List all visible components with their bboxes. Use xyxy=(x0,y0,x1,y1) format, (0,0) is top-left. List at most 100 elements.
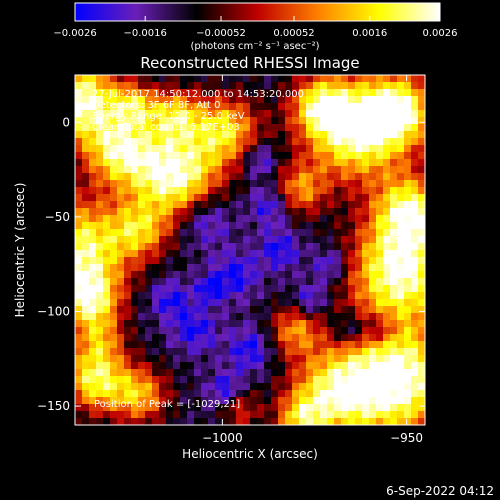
heatmap-cell xyxy=(180,159,188,167)
heatmap-cell xyxy=(355,96,363,104)
heatmap-cell xyxy=(411,418,419,425)
heatmap-cell xyxy=(369,194,377,202)
heatmap-cell xyxy=(390,117,398,125)
heatmap-cell xyxy=(103,173,111,181)
heatmap-cell xyxy=(264,243,272,251)
heatmap-cell xyxy=(131,173,139,181)
heatmap-cell xyxy=(418,124,425,132)
heatmap-cell xyxy=(173,418,181,425)
heatmap-cell xyxy=(250,124,258,132)
heatmap-cell xyxy=(299,82,307,90)
heatmap-cell xyxy=(173,229,181,237)
heatmap-cell xyxy=(215,257,223,265)
heatmap-cell xyxy=(75,138,83,146)
heatmap-cell xyxy=(152,271,160,279)
heatmap-cell xyxy=(313,82,321,90)
heatmap-cell xyxy=(222,229,230,237)
heatmap-cell xyxy=(334,201,342,209)
heatmap-cell xyxy=(418,89,425,97)
heatmap-cell xyxy=(348,264,356,272)
heatmap-cell xyxy=(355,327,363,335)
heatmap-cell xyxy=(285,222,293,230)
heatmap-cell xyxy=(348,194,356,202)
heatmap-cell xyxy=(159,89,167,97)
heatmap-cell xyxy=(250,215,258,223)
heatmap-cell xyxy=(411,271,419,279)
heatmap-cell xyxy=(82,229,90,237)
heatmap-cell xyxy=(222,208,230,216)
heatmap-cell xyxy=(355,166,363,174)
heatmap-cell xyxy=(418,306,425,314)
heatmap-cell xyxy=(376,208,384,216)
heatmap-cell xyxy=(103,320,111,328)
heatmap-cell xyxy=(313,145,321,153)
annotation-counts: Clean Total counts: 6.17E+03 xyxy=(92,122,240,133)
heatmap-cell xyxy=(341,348,349,356)
heatmap-cell xyxy=(159,271,167,279)
heatmap-cell xyxy=(180,131,188,139)
heatmap-cell xyxy=(271,299,279,307)
heatmap-cell xyxy=(222,285,230,293)
heatmap-cell xyxy=(131,320,139,328)
heatmap-cell xyxy=(187,348,195,356)
heatmap-cell xyxy=(376,264,384,272)
heatmap-cell xyxy=(124,243,132,251)
heatmap-cell xyxy=(320,397,328,405)
heatmap-cell xyxy=(82,173,90,181)
heatmap-cell xyxy=(271,418,279,425)
heatmap-cell xyxy=(271,96,279,104)
heatmap-cell xyxy=(96,376,104,384)
heatmap-cell xyxy=(292,124,300,132)
heatmap-cell xyxy=(404,152,412,160)
heatmap-cell xyxy=(236,257,244,265)
heatmap-cell xyxy=(159,292,167,300)
heatmap-cell xyxy=(397,145,405,153)
heatmap-cell xyxy=(173,117,181,125)
heatmap-cell xyxy=(89,411,97,419)
heatmap-cell xyxy=(355,376,363,384)
heatmap-cell xyxy=(117,341,125,349)
heatmap-cell xyxy=(180,264,188,272)
heatmap-cell xyxy=(285,173,293,181)
heatmap-cell xyxy=(404,362,412,370)
heatmap-cell xyxy=(117,299,125,307)
heatmap-cell xyxy=(131,292,139,300)
heatmap-cell xyxy=(299,173,307,181)
heatmap-cell xyxy=(327,229,335,237)
heatmap-cell xyxy=(152,362,160,370)
heatmap-cell xyxy=(187,341,195,349)
heatmap-cell xyxy=(201,348,209,356)
heatmap-cell xyxy=(173,166,181,174)
heatmap-cell xyxy=(208,250,216,258)
heatmap-cell xyxy=(201,75,209,83)
heatmap-cell xyxy=(208,103,216,111)
heatmap-cell xyxy=(278,103,286,111)
heatmap-cell xyxy=(194,348,202,356)
heatmap-cell xyxy=(236,327,244,335)
heatmap-cell xyxy=(348,278,356,286)
heatmap-cell xyxy=(222,376,230,384)
heatmap-cell xyxy=(369,173,377,181)
heatmap-cell xyxy=(411,278,419,286)
heatmap-cell xyxy=(404,229,412,237)
heatmap-cell xyxy=(194,390,202,398)
heatmap-cell xyxy=(103,96,111,104)
heatmap-cell xyxy=(390,390,398,398)
heatmap-cell xyxy=(292,201,300,209)
heatmap-cell xyxy=(187,173,195,181)
heatmap-cell xyxy=(89,264,97,272)
heatmap-cell xyxy=(229,271,237,279)
heatmap-cell xyxy=(285,369,293,377)
heatmap-cell xyxy=(236,96,244,104)
heatmap-cell xyxy=(229,82,237,90)
heatmap-cell xyxy=(89,201,97,209)
heatmap-cell xyxy=(82,250,90,258)
heatmap-cell xyxy=(208,327,216,335)
heatmap-cell xyxy=(187,236,195,244)
heatmap-cell xyxy=(89,145,97,153)
heatmap-cell xyxy=(75,390,83,398)
heatmap-cell xyxy=(110,362,118,370)
heatmap-cell xyxy=(348,334,356,342)
heatmap-cell xyxy=(320,264,328,272)
heatmap-cell xyxy=(82,369,90,377)
